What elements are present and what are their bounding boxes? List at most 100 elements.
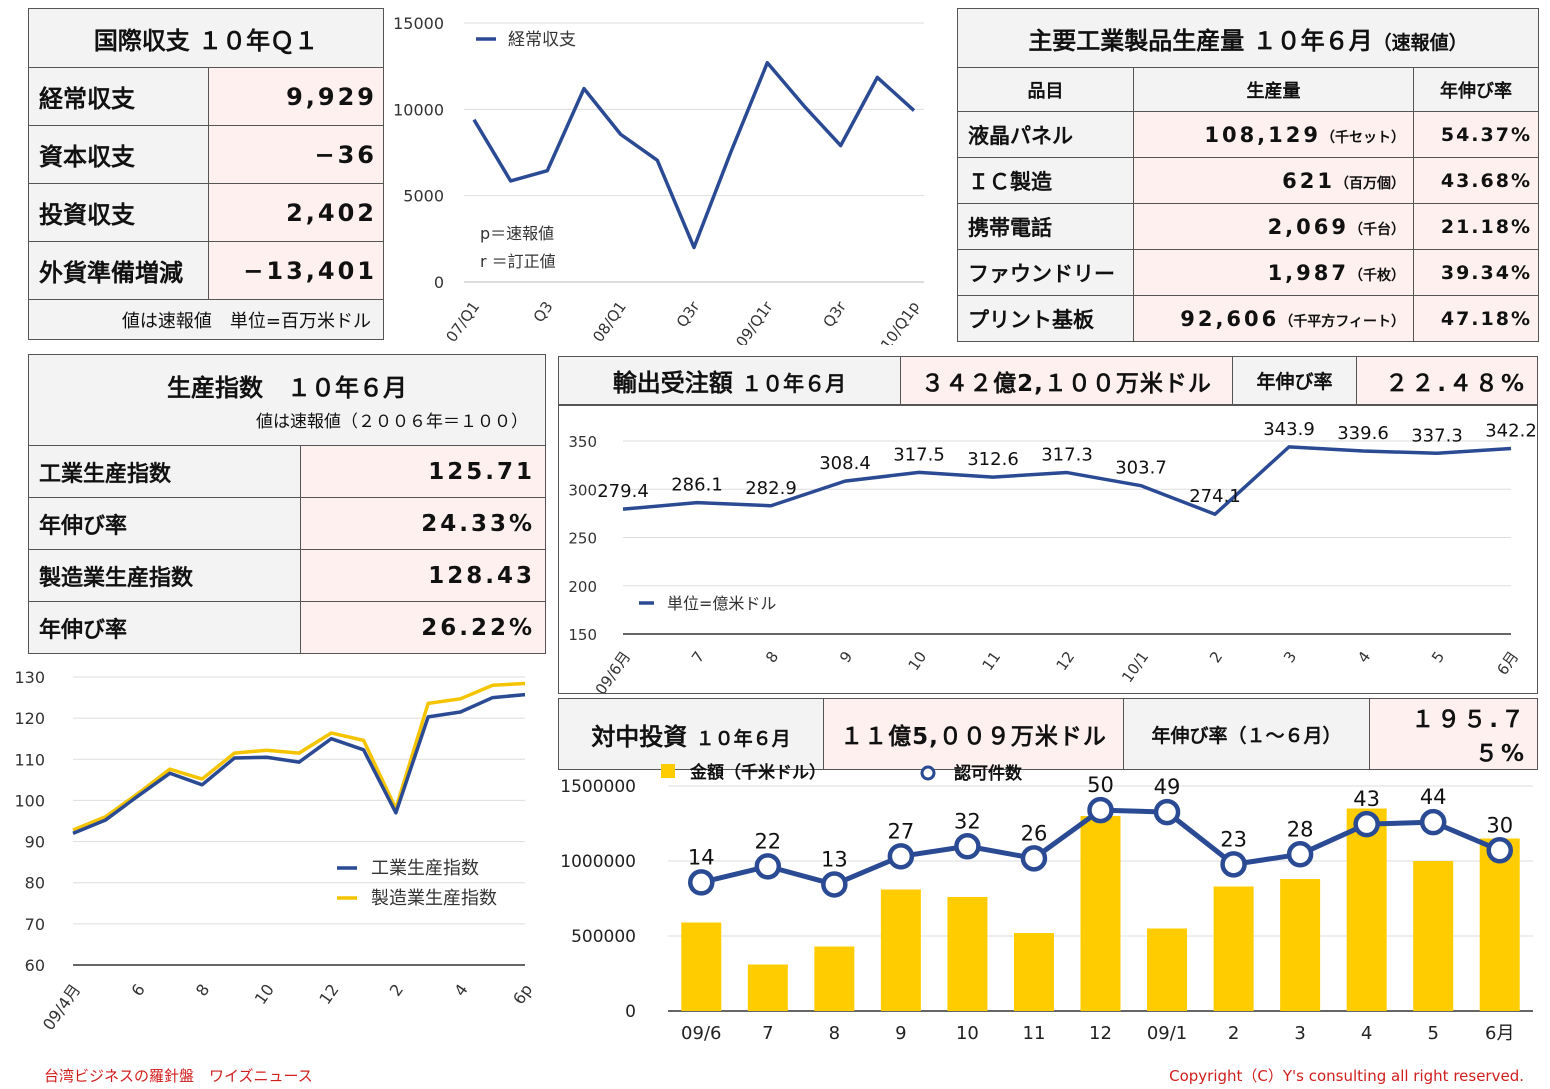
data-label: 317.5 [893,444,945,465]
industrial-title: 主要工業製品生産量 １０年６月（速報値） [957,8,1539,68]
bop-value-current: 9,929 [286,82,377,111]
industrial-item: 液晶パネル [957,111,1134,158]
bop-title-text: 国際収支 １０年Ｑ１ [93,26,319,55]
prod-index-value-text: 26.22% [421,614,535,641]
y-tick-label: 60 [25,956,45,975]
legend-label: 製造業生産指数 [371,888,497,909]
bar [1213,886,1254,1011]
y-tick-label: 10000 [393,100,444,119]
prod-index-title-text: 生産指数 １０年６月 [167,374,407,402]
bop-table: 国際収支 １０年Ｑ１ 経常収支 9,929 資本収支 −36 投資収支 2,40… [28,8,384,340]
x-tick-label: 5 [1428,648,1448,666]
industrial-item: ＩＣ製造 [957,157,1134,204]
industrial-unit-text: （百万個） [1335,175,1405,192]
x-tick-label: 6 [127,980,148,999]
bop-title: 国際収支 １０年Ｑ１ [28,8,384,68]
x-tick-label: 12 [1053,648,1079,674]
prod-index-value-text: 24.33% [421,510,535,537]
x-tick-label: 09/Q1r [732,297,777,345]
line-marker [1153,798,1181,826]
line-marker [688,869,715,896]
data-label: 339.6 [1337,423,1389,444]
y-tick-label: 250 [568,530,597,548]
prod-index-value: 125.71 [300,445,546,498]
china-growth-label-text: 年伸び率（１～６月） [1151,724,1342,747]
export-line-chart: 150 200 250 300 350 09/6月 7 8 9 10 11 12 10/1 2 3 4 5 6月 2… [558,405,1538,694]
industrial-growth-text: 54.37% [1440,123,1532,146]
footer-right: Copyright（C）Y's consulting all right res… [1169,1065,1524,1086]
legend-label: 工業生産指数 [371,858,479,879]
x-tick-label: 2 [386,980,407,999]
annotation-r: r ＝訂正値 [480,252,556,271]
bop-label-reserves: 外貨準備増減 [39,259,183,287]
industrial-qty: 1,987（千枚） [1133,249,1414,296]
footer-right-text: Copyright（C）Y's consulting all right res… [1169,1067,1524,1085]
industrial-qty-text: 92,606 [1180,306,1280,331]
data-label: 308.4 [819,453,871,474]
series-line-manufacturing [72,681,526,832]
y-tick-label: 70 [25,915,45,934]
data-label: 28 [1287,817,1314,841]
x-tick-label: 8 [829,1023,840,1044]
data-label: 303.7 [1115,458,1167,479]
industrial-unit-text: （千平方フィート） [1279,313,1405,330]
export-amount: ３４２億2,１００万米ドル [900,356,1233,405]
series-line-current-account [472,60,916,250]
line-marker [1087,796,1114,824]
bop-label-investment: 投資収支 [39,201,135,229]
data-label: 13 [821,847,848,871]
x-tick-label: 10 [956,1023,979,1044]
x-tick-label: 11 [979,648,1005,674]
x-tick-label: 6月 [1493,648,1522,678]
data-label: 317.3 [1041,445,1093,466]
data-label: 312.6 [967,449,1019,470]
bop-row-label: 資本収支 [28,125,209,184]
y-tick-label: 1500000 [560,777,636,797]
china-growth: １９５.７５% [1369,698,1538,770]
y-tick-label: 150 [568,626,597,644]
y-tick-label: 0 [434,273,444,292]
prod-index-value: 24.33% [300,497,546,550]
line-marker [821,871,848,898]
y-tick-label: 0 [625,1002,636,1022]
industrial-qty: 92,606（千平方フィート） [1133,295,1414,342]
x-tick-label: 12 [1089,1023,1112,1044]
data-label: 286.1 [671,475,723,496]
bar [1280,879,1321,1011]
china-title-small: １０年６月 [695,727,791,750]
china-title-text: 対中投資 [591,722,688,751]
data-label: 22 [754,829,781,853]
export-amount-text: ３４２億2,１００万米ドル [921,370,1212,397]
x-tick-label: 09/1 [1147,1023,1187,1044]
prod-index-value-text: 128.43 [428,562,535,589]
prod-index-label-text: 年伸び率 [39,513,128,539]
china-growth-label: 年伸び率（１～６月） [1123,698,1370,770]
industrial-growth-text: 21.18% [1440,215,1532,238]
y-tick-label: 500000 [571,927,636,947]
bop-label-current: 経常収支 [39,85,135,113]
prod-index-label: 年伸び率 [28,601,301,654]
prod-index-subtitle: 値は速報値（２００６年＝１００） [256,412,528,432]
x-tick-label: 9 [836,648,856,666]
industrial-unit-text: （千セット） [1321,129,1405,146]
industrial-header-item: 品目 [957,67,1134,112]
bop-value-capital: −36 [314,140,377,169]
line-marker [954,833,981,860]
y-tick-label: 200 [568,578,597,596]
x-tick-label: 10 [905,648,931,674]
x-tick-label: 09/6月 [592,648,635,694]
y-tick-label: 130 [14,668,45,687]
industrial-title-small: （速報値） [1372,31,1468,54]
series-line-export [622,445,1512,516]
legend-label: 経常収支 [508,30,576,50]
data-label: 30 [1486,813,1513,837]
x-tick-label: 5 [1427,1023,1438,1044]
x-tick-label: 09/6 [681,1023,721,1044]
x-tick-label: 11 [1023,1023,1046,1044]
bop-value-investment: 2,402 [286,198,377,227]
bop-value-reserves: −13,401 [243,256,377,285]
industrial-growth: 43.68% [1413,157,1539,204]
data-label: 44 [1420,785,1447,809]
china-inv-header: 対中投資 １０年６月 １１億5,００９万米ドル 年伸び率（１～６月） １９５.７… [558,698,1538,770]
y-tick-label: 5000 [403,187,444,206]
